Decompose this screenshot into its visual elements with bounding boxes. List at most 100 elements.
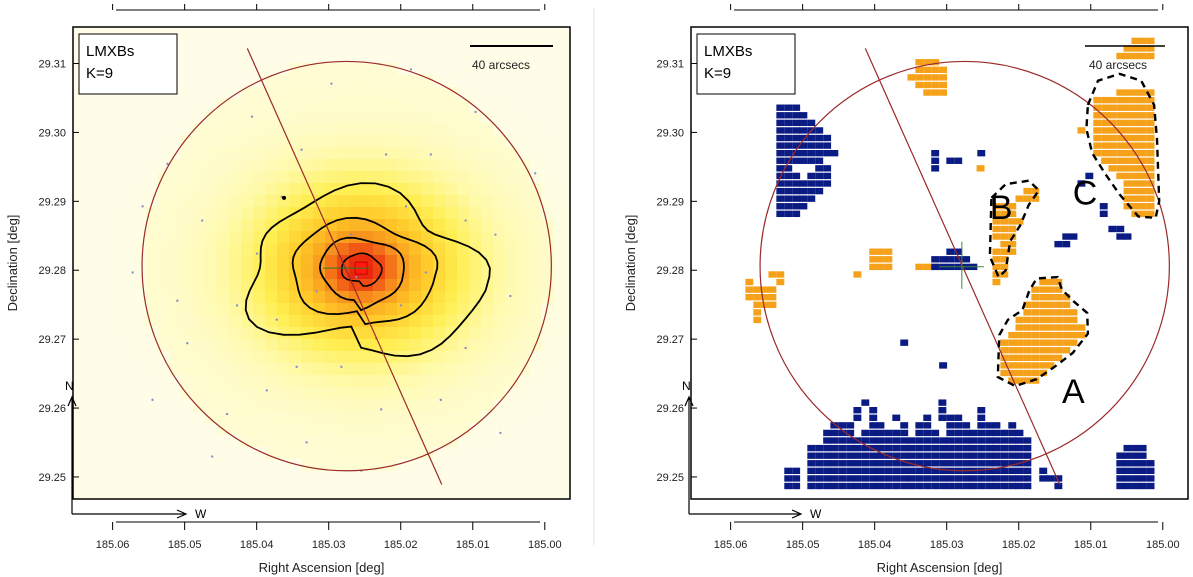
heat-cell bbox=[361, 159, 373, 171]
heat-cell bbox=[445, 159, 457, 171]
residual-cell bbox=[892, 444, 901, 452]
residual-cell bbox=[900, 444, 909, 452]
heat-cell bbox=[457, 207, 469, 219]
heat-cell bbox=[385, 51, 397, 63]
heat-cell bbox=[289, 87, 301, 99]
heat-cell bbox=[409, 483, 421, 495]
heat-cell bbox=[241, 219, 253, 231]
residual-cell bbox=[1146, 89, 1155, 96]
heat-cell bbox=[253, 159, 265, 171]
heat-cell bbox=[181, 363, 193, 375]
residual-cell bbox=[776, 210, 785, 218]
residual-cell bbox=[830, 429, 839, 437]
residual-cell bbox=[799, 134, 808, 142]
heat-cell bbox=[565, 147, 570, 159]
heat-cell bbox=[457, 39, 469, 51]
heat-cell bbox=[97, 255, 109, 267]
heat-cell bbox=[301, 231, 313, 243]
residual-cell bbox=[1131, 45, 1140, 52]
residual-cell bbox=[1116, 134, 1125, 142]
residual-cell bbox=[923, 414, 932, 421]
heat-cell bbox=[301, 423, 313, 435]
residual-cell bbox=[823, 444, 832, 452]
heat-cell bbox=[517, 243, 529, 255]
residual-cell bbox=[1146, 134, 1155, 142]
heat-cell bbox=[157, 327, 169, 339]
residual-cell bbox=[969, 475, 978, 482]
residual-cell bbox=[799, 149, 808, 157]
heat-cell bbox=[313, 243, 325, 255]
heat-cell bbox=[493, 183, 505, 195]
source-point bbox=[439, 398, 442, 402]
residual-cell bbox=[1023, 467, 1032, 475]
heat-cell bbox=[421, 63, 433, 75]
heat-cell bbox=[409, 447, 421, 459]
heat-cell bbox=[277, 159, 289, 171]
residual-cell bbox=[1031, 339, 1040, 346]
residual-cell bbox=[846, 437, 855, 444]
heat-cell bbox=[73, 219, 85, 231]
heat-cell bbox=[517, 291, 529, 303]
residual-cell bbox=[931, 444, 940, 452]
heat-cell bbox=[553, 291, 565, 303]
residual-cell bbox=[977, 452, 986, 459]
residual-cell bbox=[1116, 119, 1125, 127]
residual-cell bbox=[1039, 309, 1048, 316]
residual-cell bbox=[1031, 354, 1040, 362]
heat-cell bbox=[385, 303, 397, 315]
heat-cell bbox=[73, 231, 85, 243]
residual-cell bbox=[1123, 149, 1132, 157]
heat-cell bbox=[217, 435, 229, 447]
residual-cell bbox=[776, 172, 785, 180]
heat-cell bbox=[349, 87, 361, 99]
heat-cell bbox=[361, 279, 373, 291]
heat-cell bbox=[337, 111, 349, 123]
heat-cell bbox=[289, 27, 301, 39]
heat-cell bbox=[481, 483, 493, 495]
left-legend-k: K=9 bbox=[86, 65, 113, 82]
heat-cell bbox=[445, 123, 457, 135]
heat-cell bbox=[73, 207, 85, 219]
heat-cell bbox=[85, 327, 97, 339]
heat-cell bbox=[169, 123, 181, 135]
residual-cell bbox=[915, 74, 924, 81]
left-overlay bbox=[141, 48, 552, 485]
heat-cell bbox=[361, 399, 373, 411]
heat-cell bbox=[517, 351, 529, 363]
residual-cell bbox=[1131, 460, 1140, 467]
heat-cell bbox=[361, 351, 373, 363]
heat-cell bbox=[241, 375, 253, 387]
heat-cell bbox=[457, 327, 469, 339]
residual-cell bbox=[846, 482, 855, 490]
heat-cell bbox=[217, 147, 229, 159]
heat-cell bbox=[277, 39, 289, 51]
heat-cell bbox=[157, 471, 169, 483]
heat-cell bbox=[73, 435, 85, 447]
heat-cell bbox=[337, 147, 349, 159]
heat-cell bbox=[553, 159, 565, 171]
residual-cell bbox=[1046, 316, 1055, 324]
heat-cell bbox=[193, 99, 205, 111]
heat-cell bbox=[373, 411, 385, 423]
heat-cell bbox=[193, 435, 205, 447]
heat-cell bbox=[337, 135, 349, 147]
residual-cell bbox=[1000, 263, 1009, 271]
heat-cell bbox=[97, 183, 109, 195]
residual-cell bbox=[815, 482, 824, 490]
residual-cell bbox=[1138, 119, 1147, 127]
residual-cell bbox=[900, 475, 909, 482]
heat-cell bbox=[157, 435, 169, 447]
residual-cell bbox=[869, 444, 878, 452]
source-point bbox=[474, 110, 477, 114]
heat-cell bbox=[373, 315, 385, 327]
heat-cell bbox=[421, 183, 433, 195]
heat-cell bbox=[445, 111, 457, 123]
heat-cell bbox=[301, 159, 313, 171]
heat-cell bbox=[517, 495, 529, 499]
heat-cell bbox=[517, 183, 529, 195]
heat-cell bbox=[565, 255, 570, 267]
heat-cell bbox=[193, 315, 205, 327]
heat-cell bbox=[529, 411, 541, 423]
source-point bbox=[151, 398, 154, 402]
residual-cell bbox=[846, 467, 855, 475]
